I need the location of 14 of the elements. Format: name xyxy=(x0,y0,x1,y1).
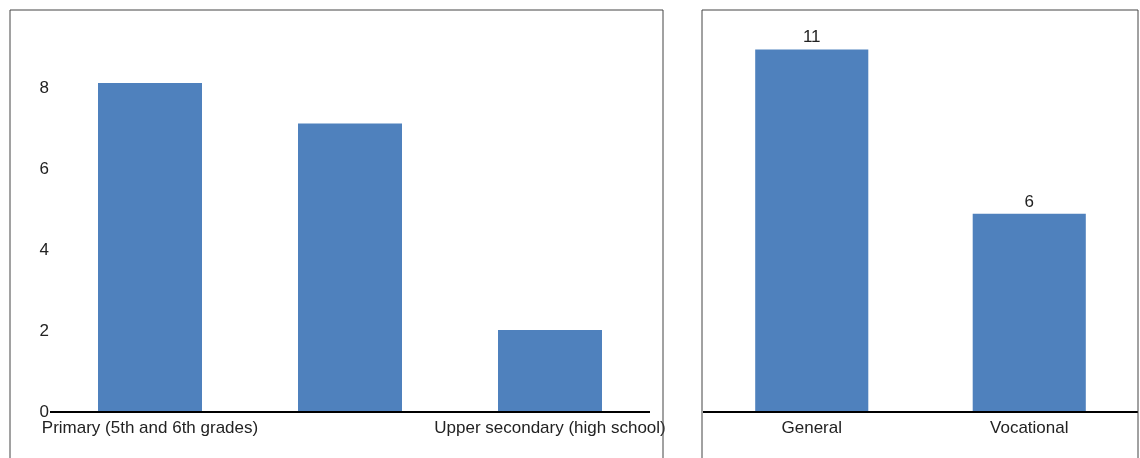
data-label: 6 xyxy=(1024,191,1034,211)
bar xyxy=(498,329,602,411)
y-tick-label: 0 xyxy=(39,401,49,421)
x-tick-label: Vocational xyxy=(990,418,1069,438)
bar xyxy=(98,82,202,411)
y-tick-label: 8 xyxy=(39,77,49,97)
y-tick-label: 2 xyxy=(39,320,49,340)
data-label: 11 xyxy=(802,27,821,47)
x-tick-label: Upper secondary (high school) xyxy=(434,418,666,438)
bar xyxy=(298,123,402,411)
x-tick-label: Primary (5th and 6th grades) xyxy=(41,418,259,438)
x-tick-label: General xyxy=(781,418,842,438)
y-tick-label: 6 xyxy=(39,158,49,178)
y-tick-label: 4 xyxy=(39,239,49,259)
